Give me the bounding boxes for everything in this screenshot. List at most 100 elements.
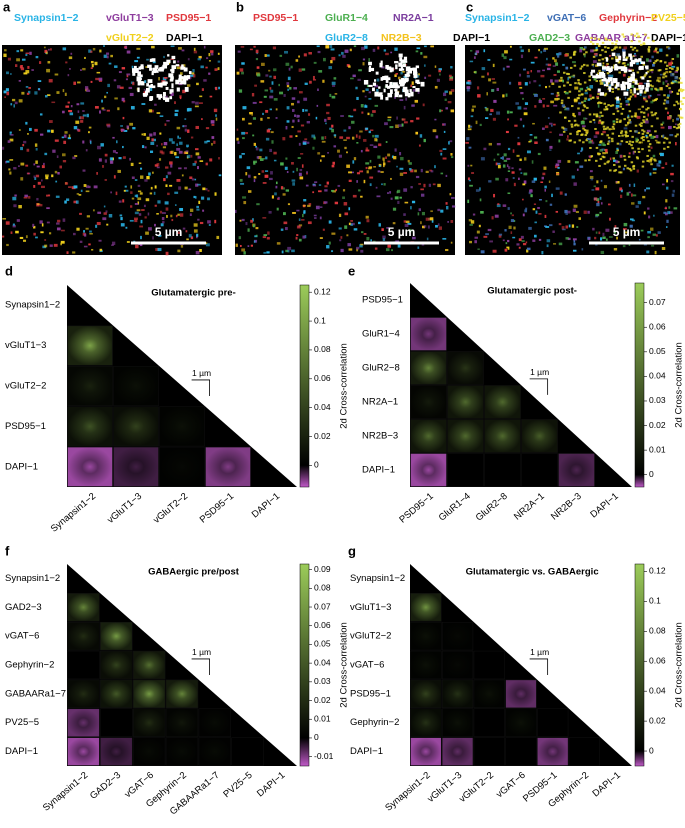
punctum bbox=[250, 244, 254, 247]
nucleus-spot bbox=[159, 94, 163, 98]
punctum bbox=[291, 162, 294, 165]
punctum bbox=[275, 108, 278, 111]
punctum bbox=[486, 108, 488, 112]
correlation-cell bbox=[67, 679, 100, 709]
punctum bbox=[298, 142, 301, 146]
punctum bbox=[652, 40, 655, 43]
punctum bbox=[106, 223, 109, 226]
punctum bbox=[622, 227, 627, 230]
punctum bbox=[616, 147, 619, 150]
punctum bbox=[317, 50, 321, 54]
punctum bbox=[528, 81, 531, 84]
punctum bbox=[417, 74, 420, 78]
punctum bbox=[348, 248, 353, 251]
punctum bbox=[12, 224, 16, 228]
punctum bbox=[680, 90, 684, 93]
colorbar bbox=[299, 284, 310, 488]
punctum bbox=[677, 81, 681, 84]
punctum bbox=[319, 206, 323, 208]
punctum bbox=[554, 79, 559, 83]
punctum bbox=[214, 219, 217, 224]
punctum bbox=[306, 120, 310, 124]
punctum bbox=[655, 88, 659, 91]
nucleus-spot bbox=[400, 68, 405, 71]
punctum bbox=[470, 220, 475, 224]
punctum bbox=[141, 133, 144, 136]
punctum bbox=[518, 177, 520, 181]
punctum bbox=[88, 243, 91, 246]
punctum bbox=[641, 165, 645, 168]
punctum bbox=[287, 88, 290, 91]
punctum bbox=[535, 210, 538, 214]
punctum bbox=[235, 209, 237, 214]
punctum bbox=[16, 50, 20, 53]
nucleus-spot bbox=[615, 59, 619, 63]
punctum bbox=[626, 56, 629, 59]
punctum bbox=[554, 165, 559, 169]
punctum bbox=[65, 105, 70, 108]
punctum bbox=[513, 226, 516, 230]
punctum bbox=[104, 95, 107, 99]
punctum bbox=[508, 81, 512, 85]
punctum bbox=[319, 237, 323, 239]
channel-label: Synapsin1−2 bbox=[14, 12, 79, 24]
punctum bbox=[369, 183, 372, 187]
punctum bbox=[275, 117, 278, 119]
punctum bbox=[207, 197, 210, 201]
punctum bbox=[271, 140, 274, 144]
punctum bbox=[576, 97, 580, 100]
punctum bbox=[377, 46, 380, 50]
punctum bbox=[660, 123, 663, 126]
colorbar-tick-label: 0.06 bbox=[649, 321, 666, 331]
punctum bbox=[564, 92, 569, 95]
punctum bbox=[10, 73, 12, 75]
punctum bbox=[530, 70, 533, 73]
punctum bbox=[397, 244, 401, 248]
punctum bbox=[373, 145, 378, 149]
punctum bbox=[109, 157, 114, 161]
punctum bbox=[635, 140, 639, 143]
punctum bbox=[542, 104, 545, 108]
punctum bbox=[572, 249, 577, 252]
nucleus-spot bbox=[136, 76, 142, 82]
nucleus-spot bbox=[407, 70, 411, 74]
punctum bbox=[304, 109, 308, 112]
punctum bbox=[252, 134, 255, 137]
punctum bbox=[673, 80, 677, 83]
punctum bbox=[467, 177, 470, 181]
correlation-cell bbox=[113, 366, 159, 406]
punctum bbox=[629, 121, 632, 124]
punctum bbox=[190, 74, 194, 77]
punctum bbox=[97, 145, 101, 150]
punctum bbox=[559, 133, 564, 136]
punctum bbox=[423, 183, 426, 188]
punctum bbox=[575, 210, 579, 214]
punctum bbox=[630, 45, 633, 48]
punctum bbox=[301, 68, 306, 71]
punctum bbox=[94, 106, 99, 109]
punctum bbox=[241, 153, 245, 155]
punctum bbox=[676, 117, 680, 121]
punctum bbox=[581, 125, 586, 128]
punctum bbox=[485, 117, 489, 120]
punctum bbox=[567, 210, 571, 214]
punctum bbox=[544, 125, 549, 129]
punctum bbox=[205, 66, 208, 69]
punctum bbox=[414, 169, 417, 173]
punctum bbox=[141, 103, 146, 105]
punctum bbox=[497, 164, 501, 169]
punctum bbox=[628, 191, 631, 194]
punctum bbox=[150, 141, 155, 145]
punctum bbox=[374, 104, 379, 107]
punctum bbox=[487, 228, 492, 232]
punctum bbox=[339, 136, 344, 139]
punctum bbox=[75, 120, 80, 124]
punctum bbox=[137, 184, 141, 187]
punctum bbox=[642, 139, 645, 142]
punctum bbox=[105, 210, 108, 213]
punctum bbox=[266, 129, 271, 133]
punctum bbox=[631, 147, 634, 150]
punctum bbox=[522, 198, 524, 201]
punctum bbox=[672, 80, 674, 83]
punctum bbox=[140, 219, 143, 224]
